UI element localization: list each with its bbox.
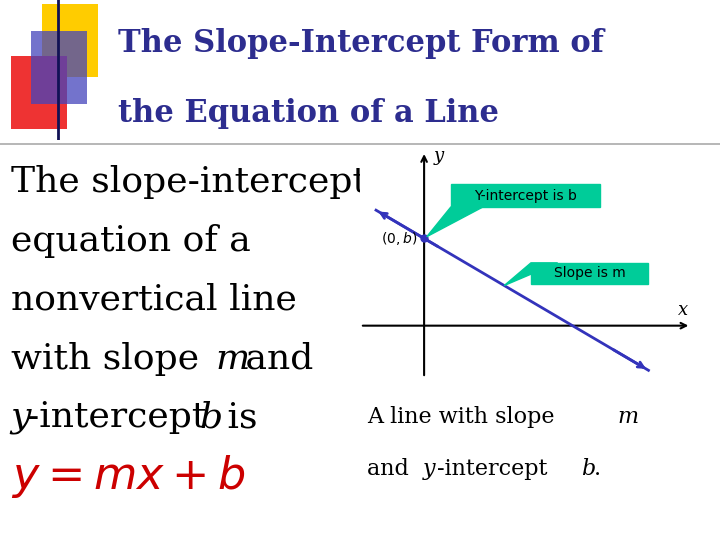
Text: with slope: with slope: [11, 342, 210, 375]
Bar: [31, 31, 87, 104]
Text: -intercept: -intercept: [27, 400, 217, 434]
Text: is: is: [216, 400, 257, 434]
Polygon shape: [427, 207, 483, 237]
Text: .: .: [594, 458, 601, 480]
Text: $(0,b)$: $(0,b)$: [382, 230, 418, 247]
Text: m: m: [216, 342, 250, 375]
Text: b: b: [199, 400, 222, 434]
Text: and: and: [233, 342, 312, 375]
FancyBboxPatch shape: [531, 263, 649, 284]
Bar: [11, 56, 67, 129]
Text: the Equation of a Line: the Equation of a Line: [117, 98, 499, 129]
Text: $y = mx + b$: $y = mx + b$: [11, 453, 246, 500]
Text: and: and: [367, 458, 416, 480]
Text: x: x: [678, 301, 688, 319]
Polygon shape: [504, 263, 558, 286]
Text: -intercept: -intercept: [437, 458, 554, 480]
Text: y: y: [433, 147, 444, 165]
Text: y: y: [11, 400, 31, 434]
Text: The Slope-Intercept Form of: The Slope-Intercept Form of: [117, 28, 603, 59]
Text: Slope is m: Slope is m: [554, 266, 626, 280]
Bar: [42, 4, 98, 77]
Text: A line with slope: A line with slope: [367, 406, 562, 428]
Text: b: b: [582, 458, 595, 480]
Text: The slope-intercept: The slope-intercept: [11, 165, 366, 199]
Text: m: m: [618, 406, 639, 428]
Text: Y-intercept is b: Y-intercept is b: [474, 188, 577, 202]
Text: nonvertical line: nonvertical line: [11, 283, 297, 317]
Text: y: y: [423, 458, 436, 480]
FancyBboxPatch shape: [451, 184, 600, 207]
Text: equation of a: equation of a: [11, 224, 251, 258]
